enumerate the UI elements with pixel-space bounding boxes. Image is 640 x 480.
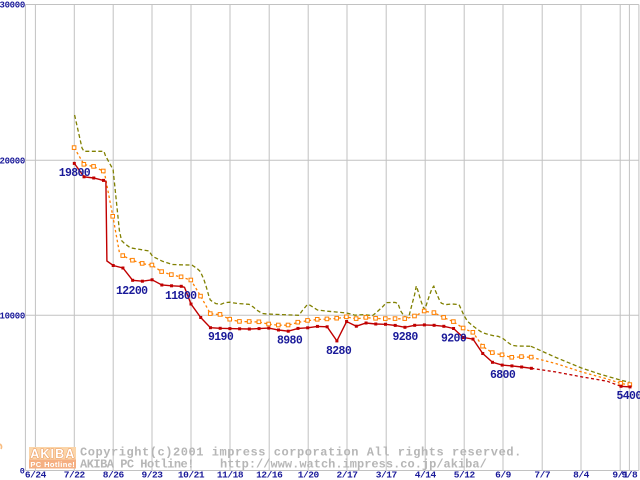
svg-text:11/18: 11/18 (217, 470, 244, 480)
svg-text:Copyright(c)2001 impress corpo: Copyright(c)2001 impress corporation All… (80, 445, 522, 459)
svg-text:AKIBA PC Hotline!: AKIBA PC Hotline! (80, 457, 194, 471)
svg-text:9/23: 9/23 (141, 470, 163, 480)
svg-text:8/26: 8/26 (103, 470, 125, 480)
svg-text:7/22: 7/22 (64, 470, 86, 480)
svg-text:30000: 30000 (0, 1, 25, 11)
svg-text:12/16: 12/16 (256, 470, 283, 480)
svg-text:AKIBA: AKIBA (30, 447, 75, 461)
svg-text:4/14: 4/14 (415, 470, 437, 480)
svg-text:2/17: 2/17 (336, 470, 358, 480)
svg-text:http://www.watch.impress.co.jp: http://www.watch.impress.co.jp/akiba/ (220, 457, 487, 471)
svg-text:9200: 9200 (441, 333, 467, 346)
svg-text:9190: 9190 (208, 331, 234, 344)
svg-text:7/7: 7/7 (534, 470, 551, 480)
svg-text:9/8: 9/8 (622, 470, 639, 480)
svg-text:8/4: 8/4 (573, 470, 590, 480)
svg-text:9280: 9280 (393, 331, 419, 344)
svg-text:11800: 11800 (165, 290, 197, 303)
svg-text:10000: 10000 (0, 312, 25, 322)
svg-text:10/21: 10/21 (178, 470, 205, 480)
svg-text:PC Hotline!: PC Hotline! (30, 460, 75, 469)
svg-text:3/17: 3/17 (376, 470, 398, 480)
svg-text:0: 0 (20, 467, 25, 477)
svg-text:8980: 8980 (277, 335, 303, 348)
svg-text:8280: 8280 (326, 345, 352, 358)
svg-text:6/24: 6/24 (25, 470, 47, 480)
svg-text:19800: 19800 (59, 167, 91, 180)
svg-text:9/1: 9/1 (612, 470, 629, 480)
svg-text:6/9: 6/9 (495, 470, 512, 480)
svg-text:20000: 20000 (0, 157, 25, 167)
svg-text:12200: 12200 (116, 285, 148, 298)
svg-text:6800: 6800 (490, 369, 516, 382)
svg-text:5400: 5400 (617, 390, 640, 403)
svg-text:1/20: 1/20 (298, 470, 320, 480)
svg-text:5/12: 5/12 (454, 470, 476, 480)
